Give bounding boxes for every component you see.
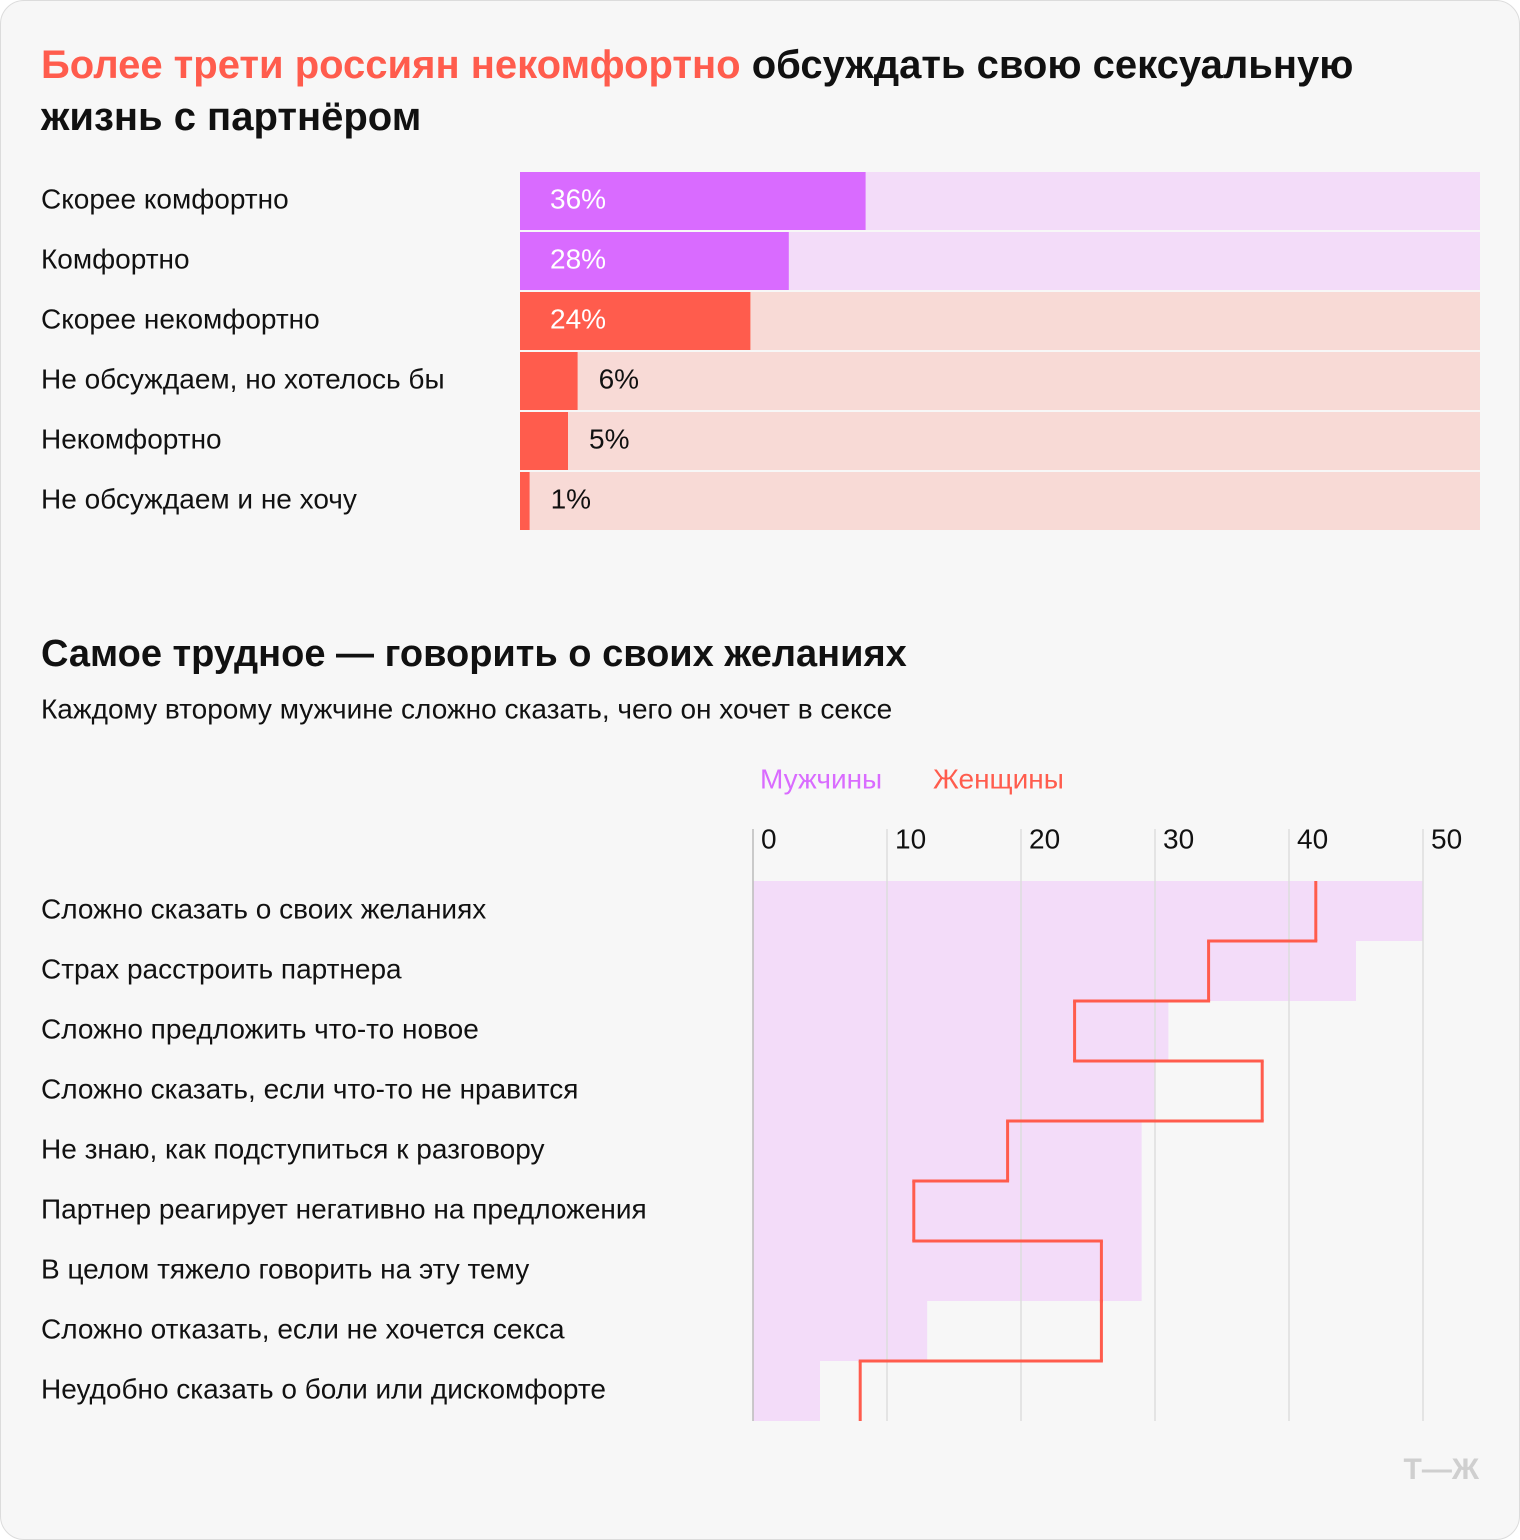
x-tick-label: 0: [761, 823, 777, 854]
category-label: Сложно сказать о своих желаниях: [41, 893, 486, 924]
bar: [753, 1121, 1142, 1181]
chart-subtitle: Каждому второму мужчине сложно сказать, …: [41, 693, 892, 724]
bar-track: [520, 412, 1480, 470]
category-label: Некомфортно: [41, 423, 222, 454]
category-label: Партнер реагирует негативно на предложен…: [41, 1193, 647, 1224]
title-part: Более трети россиян некомфортно: [41, 43, 741, 87]
bar-track: [520, 352, 1480, 410]
value-label: 24%: [550, 303, 606, 334]
category-label: Не знаю, как подступиться к разговору: [41, 1133, 544, 1164]
value-label: 36%: [550, 183, 606, 214]
value-label: 28%: [550, 243, 606, 274]
bar: [753, 941, 1356, 1001]
bar-track: [520, 472, 1480, 530]
chart-title: Более трети россиян некомфортно обсуждат…: [41, 39, 1461, 143]
bar: [520, 292, 751, 350]
legend-label: Женщины: [933, 763, 1064, 794]
bar: [520, 352, 578, 410]
category-label: Скорее комфортно: [41, 183, 289, 214]
category-label: Не обсуждаем, но хотелось бы: [41, 363, 445, 394]
x-tick-label: 30: [1163, 823, 1194, 854]
bar: [753, 1301, 928, 1361]
x-tick-label: 20: [1029, 823, 1060, 854]
category-label: Не обсуждаем и не хочу: [41, 483, 357, 514]
x-tick-label: 50: [1431, 823, 1462, 854]
bar: [753, 1241, 1142, 1301]
bar: [520, 472, 530, 530]
value-label: 6%: [599, 363, 639, 394]
bar: [753, 1181, 1142, 1241]
category-label: Сложно отказать, если не хочется секса: [41, 1313, 565, 1344]
category-label: Страх расстроить партнера: [41, 953, 402, 984]
bar: [520, 412, 568, 470]
logo: Т—Ж: [1404, 1453, 1480, 1486]
bar: [753, 1361, 820, 1421]
bar: [753, 1001, 1169, 1061]
title-part: обсуждать свою сексуальную жизнь с партн…: [41, 43, 1354, 139]
chart-title: Самое трудное — говорить о своих желания…: [41, 633, 907, 675]
x-tick-label: 40: [1297, 823, 1328, 854]
category-label: Сложно предложить что-то новое: [41, 1013, 479, 1044]
bar: [520, 172, 866, 230]
bar: [520, 232, 789, 290]
category-label: Скорее некомфортно: [41, 303, 320, 334]
legend-label: Мужчины: [760, 763, 882, 794]
value-label: 1%: [551, 483, 591, 514]
category-label: В целом тяжело говорить на эту тему: [41, 1253, 529, 1284]
category-label: Неудобно сказать о боли или дискомфорте: [41, 1373, 606, 1404]
category-label: Сложно сказать, если что-то не нравится: [41, 1073, 578, 1104]
bar: [753, 1061, 1155, 1121]
category-label: Комфортно: [41, 243, 190, 274]
value-label: 5%: [589, 423, 629, 454]
x-tick-label: 10: [895, 823, 926, 854]
bar: [753, 881, 1423, 941]
